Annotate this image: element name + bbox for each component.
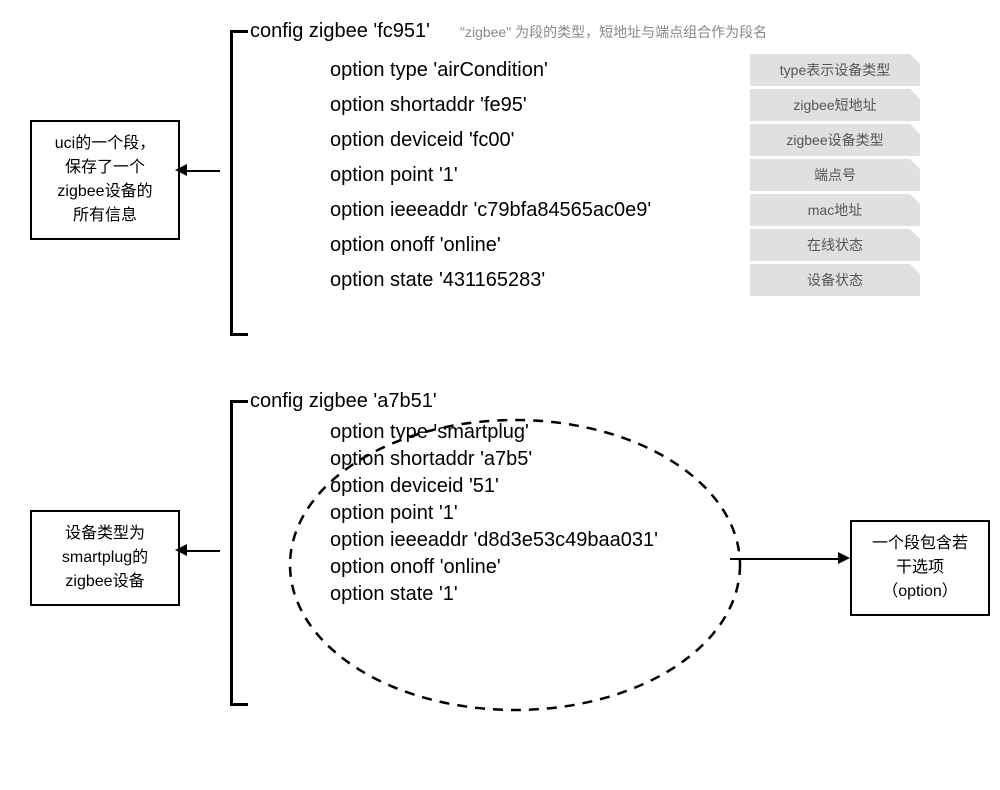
option-label: 设备状态: [750, 264, 920, 296]
section1-top-note: "zigbee" 为段的类型，短地址与端点组合作为段名: [460, 22, 767, 42]
arrow-2-head: [175, 544, 187, 556]
section1-content: config zigbee 'fc951' "zigbee" 为段的类型，短地址…: [250, 20, 980, 296]
section2-right-text: 一个段包含若 干选项 （option）: [872, 535, 968, 600]
option-row: option state '431165283' 设备状态: [250, 264, 980, 296]
option-label: zigbee设备类型: [750, 124, 920, 156]
option-label: 端点号: [750, 159, 920, 191]
option-label: 在线状态: [750, 229, 920, 261]
option-text: option state '431165283': [250, 269, 750, 292]
option-row: option type 'airCondition' type表示设备类型: [250, 54, 980, 86]
section2-config-header: config zigbee 'a7b51': [250, 390, 980, 413]
option-text: option shortaddr 'fe95': [250, 94, 750, 117]
section-1: uci的一个段， 保存了一个 zigbee设备的 所有信息 config zig…: [20, 20, 980, 350]
option-line: option deviceid '51': [250, 475, 980, 498]
option-text: option deviceid 'fc00': [250, 129, 750, 152]
option-label: zigbee短地址: [750, 89, 920, 121]
option-label: type表示设备类型: [750, 54, 920, 86]
section2-left-text: 设备类型为 smartplug的 zigbee设备: [62, 525, 148, 590]
option-text: option point '1': [250, 164, 750, 187]
arrow-3-head: [838, 552, 850, 564]
option-text: option ieeeaddr 'c79bfa84565ac0e9': [250, 199, 750, 222]
bracket-2: [230, 400, 248, 706]
option-row: option onoff 'online' 在线状态: [250, 229, 980, 261]
section-2: 设备类型为 smartplug的 zigbee设备 一个段包含若 干选项 （op…: [20, 390, 980, 730]
bracket-1: [230, 30, 248, 336]
section1-header-row: config zigbee 'fc951' "zigbee" 为段的类型，短地址…: [250, 20, 980, 51]
arrow-3: [730, 558, 840, 560]
option-text: option type 'airCondition': [250, 59, 750, 82]
section1-left-box: uci的一个段， 保存了一个 zigbee设备的 所有信息: [30, 120, 180, 240]
arrow-1-head: [175, 164, 187, 176]
option-row: option deviceid 'fc00' zigbee设备类型: [250, 124, 980, 156]
section2-left-box: 设备类型为 smartplug的 zigbee设备: [30, 510, 180, 606]
option-text: option onoff 'online': [250, 234, 750, 257]
section2-right-box: 一个段包含若 干选项 （option）: [850, 520, 990, 616]
section1-config-header: config zigbee 'fc951': [250, 20, 430, 43]
option-line: option type 'smartplug': [250, 421, 980, 444]
option-row: option ieeeaddr 'c79bfa84565ac0e9' mac地址: [250, 194, 980, 226]
option-label: mac地址: [750, 194, 920, 226]
section1-left-text: uci的一个段， 保存了一个 zigbee设备的 所有信息: [55, 135, 155, 224]
option-row: option shortaddr 'fe95' zigbee短地址: [250, 89, 980, 121]
option-row: option point '1' 端点号: [250, 159, 980, 191]
option-line: option shortaddr 'a7b5': [250, 448, 980, 471]
